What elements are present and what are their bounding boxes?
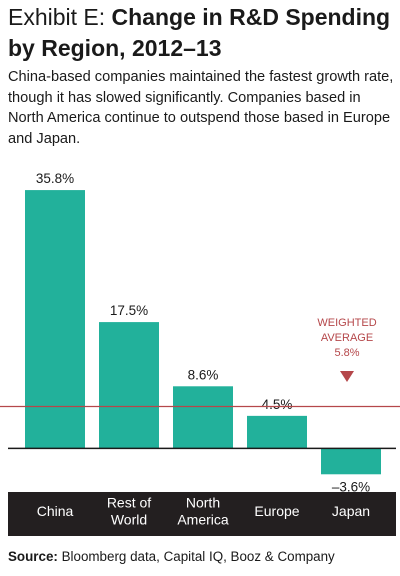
reference-label-line-1: AVERAGE xyxy=(321,332,373,344)
chart-title: Exhibit E: Change in R&D Spending by Reg… xyxy=(8,2,396,64)
title-text: Change in R&D Spending by Region, 2012–1… xyxy=(8,4,391,61)
category-band-bg xyxy=(8,492,396,536)
value-label-1: 17.5% xyxy=(110,303,148,318)
bars-layer xyxy=(25,190,381,475)
category-label-1: Rest of World xyxy=(107,495,151,528)
category-label-1-line-1: World xyxy=(111,512,147,528)
exhibit-label: Exhibit E: xyxy=(8,4,106,30)
bar-3 xyxy=(247,415,307,449)
value-label-0: 35.8% xyxy=(36,171,74,186)
category-label-4-line-0: Japan xyxy=(332,503,370,519)
category-label-0-line-0: China xyxy=(37,503,74,519)
source-note: Source: Bloomberg data, Capital IQ, Booz… xyxy=(8,548,396,566)
chart-subtitle: China-based companies maintained the fas… xyxy=(8,69,394,147)
category-label-3: Europe xyxy=(254,503,299,519)
category-band: China Rest of World North America Europe Japan xyxy=(8,492,396,536)
reference-layer: WEIGHTED AVERAGE 5.8% xyxy=(0,317,400,408)
bar-chart: 35.8% 17.5% 8.6% 4.5% –3.6% WEIGHTED AVERAGE 5… xyxy=(0,171,400,536)
reference-marker-icon xyxy=(340,371,354,382)
bar-1 xyxy=(99,322,159,449)
source-label: Source: xyxy=(8,549,58,564)
category-label-4: Japan xyxy=(332,503,370,519)
value-labels-layer: 35.8% 17.5% 8.6% 4.5% –3.6% xyxy=(36,171,370,494)
category-label-2: North America xyxy=(177,495,229,528)
value-label-3: 4.5% xyxy=(262,397,293,412)
reference-label-line-0: WEIGHTED xyxy=(317,317,376,329)
reference-value-label: 5.8% xyxy=(334,347,359,359)
value-label-4: –3.6% xyxy=(332,479,370,494)
category-label-3-line-0: Europe xyxy=(254,503,299,519)
bar-2 xyxy=(173,386,233,449)
category-label-2-line-0: North xyxy=(186,495,220,511)
bar-0 xyxy=(25,190,85,449)
category-label-2-line-1: America xyxy=(177,512,229,528)
value-label-2: 8.6% xyxy=(188,367,219,382)
bar-4 xyxy=(321,448,381,475)
category-label-0: China xyxy=(37,503,74,519)
source-text: Bloomberg data, Capital IQ, Booz & Compa… xyxy=(61,549,335,564)
category-label-1-line-0: Rest of xyxy=(107,495,151,511)
